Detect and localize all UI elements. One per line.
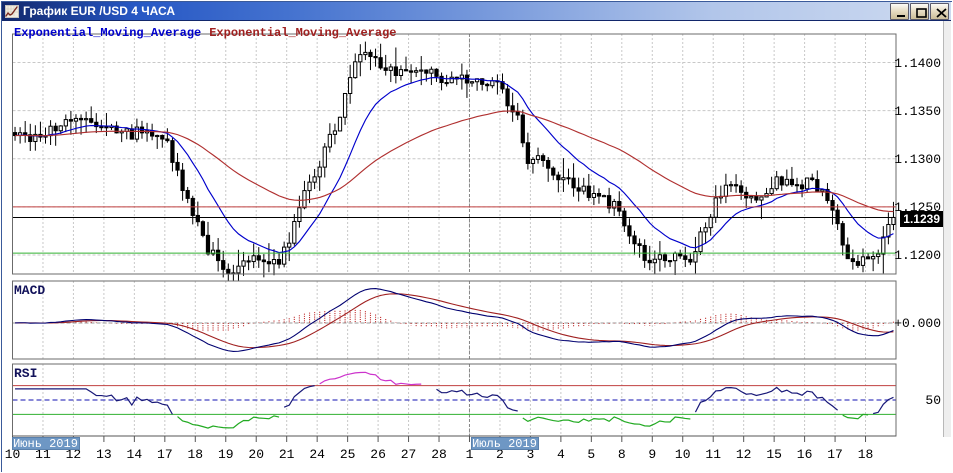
svg-text:25: 25 xyxy=(340,447,356,462)
svg-text:16: 16 xyxy=(797,447,813,462)
svg-text:10: 10 xyxy=(675,447,691,462)
svg-text:14: 14 xyxy=(127,447,143,462)
svg-text:5: 5 xyxy=(587,447,595,462)
svg-text:17: 17 xyxy=(157,447,173,462)
svg-text:18: 18 xyxy=(858,447,874,462)
svg-text:8: 8 xyxy=(618,447,626,462)
svg-text:28: 28 xyxy=(431,447,447,462)
svg-text:17: 17 xyxy=(827,447,843,462)
svg-text:27: 27 xyxy=(401,447,417,462)
svg-text:4: 4 xyxy=(557,447,565,462)
svg-text:26: 26 xyxy=(370,447,386,462)
svg-text:19: 19 xyxy=(218,447,234,462)
svg-text:24: 24 xyxy=(309,447,325,462)
svg-text:12: 12 xyxy=(736,447,752,462)
svg-text:9: 9 xyxy=(648,447,656,462)
svg-text:11: 11 xyxy=(705,447,721,462)
svg-text:20: 20 xyxy=(248,447,264,462)
svg-text:13: 13 xyxy=(96,447,112,462)
svg-text:18: 18 xyxy=(187,447,203,462)
svg-text:21: 21 xyxy=(279,447,295,462)
svg-text:15: 15 xyxy=(766,447,782,462)
